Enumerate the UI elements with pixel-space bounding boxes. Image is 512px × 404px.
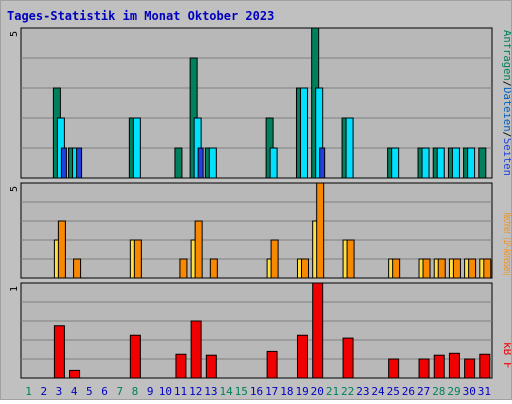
day-label-9: 9 <box>147 385 154 398</box>
day-label-13: 13 <box>204 385 217 398</box>
legend-kbytes: kB F <box>501 342 511 369</box>
visits-bar-day-22 <box>346 239 355 279</box>
visits-bar-day-4 <box>73 258 82 279</box>
day-label-2: 2 <box>40 385 47 398</box>
kbytes-bar-day-27 <box>418 358 430 379</box>
visits-bar-day-31 <box>483 258 492 279</box>
visits-bar-day-11 <box>179 258 188 279</box>
plot-area-3 <box>20 282 493 379</box>
day-label-23: 23 <box>356 385 369 398</box>
day-label-8: 8 <box>132 385 139 398</box>
day-label-27: 27 <box>417 385 430 398</box>
day-label-29: 29 <box>447 385 460 398</box>
kbytes-bar-day-28 <box>433 354 445 379</box>
kbytes-bar-day-17 <box>266 350 278 379</box>
visits-bar-day-19 <box>300 258 309 279</box>
day-label-15: 15 <box>235 385 248 398</box>
visits-bar-day-30 <box>468 258 477 279</box>
kbytes-bar-day-13 <box>205 354 217 379</box>
day-label-12: 12 <box>189 385 202 398</box>
visits-bar-day-12 <box>194 220 203 279</box>
kbytes-bar-day-12 <box>190 320 202 379</box>
kbytes-bar-day-31 <box>479 353 491 379</box>
visits-bar-day-27 <box>422 258 431 279</box>
files-bar-day-27 <box>421 147 430 179</box>
files-bar-day-17 <box>269 147 278 179</box>
files-bar-day-22 <box>345 117 354 179</box>
day-label-21: 21 <box>326 385 339 398</box>
pages-bar-day-20 <box>319 147 326 179</box>
kbytes-bar-day-8 <box>129 334 141 379</box>
y-tick-label-1: 5 <box>9 31 20 37</box>
day-label-4: 4 <box>71 385 78 398</box>
day-label-5: 5 <box>86 385 93 398</box>
visits-bar-day-28 <box>437 258 446 279</box>
day-label-18: 18 <box>280 385 293 398</box>
day-label-20: 20 <box>311 385 324 398</box>
kbytes-bar-day-3 <box>53 325 65 379</box>
files-bar-day-28 <box>436 147 445 179</box>
legend-requests-files-pages: Anfragen/Dateien/Seiten <box>501 30 511 176</box>
files-bar-day-19 <box>299 87 308 179</box>
day-label-11: 11 <box>174 385 187 398</box>
day-label-30: 30 <box>463 385 476 398</box>
kbytes-bar-day-4 <box>69 369 81 379</box>
y-tick-label-2: 5 <box>9 186 20 192</box>
hits-bar-day-11 <box>174 147 183 179</box>
legend-hosts: Rechner (IP-Adressen) <box>501 213 511 276</box>
kbytes-bar-day-25 <box>388 358 400 379</box>
files-bar-day-30 <box>467 147 476 179</box>
visits-bar-day-25 <box>392 258 401 279</box>
pages-bar-day-3 <box>60 147 67 179</box>
kbytes-bar-day-30 <box>464 358 476 379</box>
day-label-31: 31 <box>478 385 491 398</box>
kbytes-bar-day-20 <box>312 282 324 379</box>
day-label-26: 26 <box>402 385 415 398</box>
visits-bar-day-20 <box>316 182 325 279</box>
kbytes-bar-day-22 <box>342 337 354 379</box>
plot-area-2 <box>20 182 493 279</box>
kbytes-bar-day-19 <box>296 334 308 379</box>
visits-bar-day-8 <box>133 239 142 279</box>
day-label-28: 28 <box>432 385 445 398</box>
day-label-17: 17 <box>265 385 278 398</box>
visits-bar-day-13 <box>209 258 218 279</box>
visits-bar-day-29 <box>452 258 461 279</box>
day-label-1: 1 <box>25 385 32 398</box>
day-label-25: 25 <box>387 385 400 398</box>
day-label-7: 7 <box>116 385 123 398</box>
visits-bar-day-3 <box>57 220 66 279</box>
day-label-16: 16 <box>250 385 263 398</box>
chart-title: Tages-Statistik im Monat Oktober 2023 <box>7 9 274 23</box>
files-bar-day-13 <box>208 147 217 179</box>
day-label-14: 14 <box>219 385 233 398</box>
day-label-6: 6 <box>101 385 108 398</box>
files-bar-day-8 <box>132 117 141 179</box>
y-tick-label-3: 1 <box>9 286 20 292</box>
plot-area-1 <box>20 27 493 179</box>
files-bar-day-29 <box>451 147 460 179</box>
day-label-24: 24 <box>371 385 385 398</box>
kbytes-bar-day-11 <box>175 353 187 379</box>
day-label-3: 3 <box>56 385 63 398</box>
pages-bar-day-12 <box>197 147 204 179</box>
hits-bar-day-31 <box>478 147 487 179</box>
kbytes-bar-day-29 <box>448 352 460 379</box>
day-label-22: 22 <box>341 385 354 398</box>
visits-bar-day-17 <box>270 239 279 279</box>
pages-bar-day-4 <box>76 147 83 179</box>
day-label-10: 10 <box>159 385 172 398</box>
files-bar-day-25 <box>391 147 400 179</box>
day-label-19: 19 <box>295 385 308 398</box>
